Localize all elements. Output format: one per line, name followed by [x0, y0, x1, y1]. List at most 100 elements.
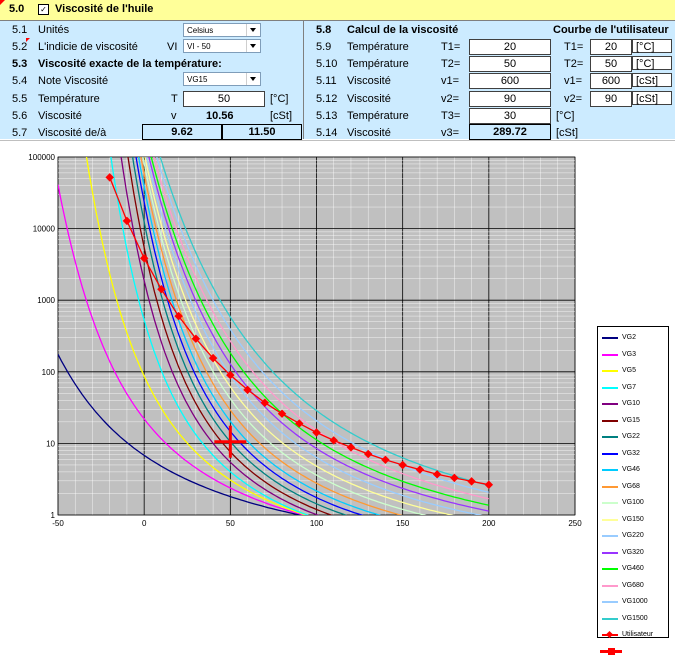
calc-t1-input[interactable]: 20 — [469, 39, 551, 55]
legend-swatch — [602, 485, 618, 488]
user-t1-input[interactable]: 20 — [590, 39, 632, 55]
legend-item-vg3: VG3 — [598, 348, 668, 361]
legend-swatch — [602, 436, 618, 438]
legend-swatch — [602, 518, 618, 521]
temperature-input[interactable]: 50 — [183, 91, 265, 107]
legend-item-utilisateur: Utilisateur — [598, 628, 668, 641]
legend-item-vg680: VG680 — [598, 579, 668, 592]
legend-swatch — [602, 403, 618, 405]
chevron-down-icon[interactable] — [246, 40, 260, 52]
calc-symbol: T1= — [441, 41, 461, 53]
series-line-vg2 — [58, 354, 304, 515]
x-tick-label: 250 — [568, 519, 582, 528]
grade-select-value: VG15 — [187, 75, 208, 84]
units-select[interactable]: Celsius — [183, 23, 261, 37]
calc-v2-input[interactable]: 90 — [469, 91, 551, 107]
row-num: 5.5 — [12, 93, 28, 105]
legend-item-vg460: VG460 — [598, 562, 668, 575]
row-num: 5.6 — [12, 110, 28, 122]
legend-label: VG2 — [622, 334, 637, 341]
data-point-utilisateur — [484, 480, 494, 489]
legend-swatch — [602, 617, 618, 620]
calc-t2-input[interactable]: 50 — [469, 56, 551, 72]
series-line-vg68 — [140, 157, 403, 515]
viscosity-unit: [cSt] — [270, 110, 293, 122]
legend-swatch — [602, 601, 618, 603]
calc-unit: [cSt] — [556, 127, 579, 139]
vi-select-value: VI - 50 — [187, 42, 211, 51]
viscosity-from-value: 9.62 — [142, 124, 222, 140]
calc-v3-result: 289.72 — [469, 124, 551, 140]
user-unit: [°C] — [632, 39, 672, 53]
user-symbol: T1= — [564, 41, 584, 53]
viscosity-label: Viscosité — [38, 110, 82, 122]
chevron-down-icon[interactable] — [246, 24, 260, 36]
user-v2-input[interactable]: 90 — [590, 91, 632, 107]
chevron-down-icon[interactable] — [246, 73, 260, 85]
section-checkbox[interactable]: ✓ — [38, 4, 49, 15]
temperature-unit: [°C] — [270, 93, 289, 105]
series-line-vg32 — [135, 157, 364, 515]
data-point-utilisateur — [243, 385, 252, 395]
data-point-utilisateur — [157, 285, 166, 294]
vi-select[interactable]: VI - 50 — [183, 39, 261, 53]
legend-item-vg100: VG100 — [598, 496, 668, 509]
comment-indicator — [26, 38, 30, 42]
calc-symbol: v2= — [441, 93, 460, 105]
series-line-vg15 — [127, 157, 333, 515]
legend-item-vg320: VG320 — [598, 546, 668, 559]
user-symbol: v1= — [564, 75, 583, 87]
user-v1-input[interactable]: 600 — [590, 73, 632, 89]
legend-item-vg1500: VG1500 — [598, 612, 668, 625]
legend-item-vg22: VG22 — [598, 430, 668, 443]
legend-label: VG68 — [622, 482, 640, 490]
legend-swatch — [602, 353, 618, 356]
data-point-utilisateur — [191, 334, 201, 343]
user-t2-input[interactable]: 50 — [590, 56, 632, 72]
legend-label: VG22 — [622, 433, 640, 440]
data-point-utilisateur — [415, 465, 425, 474]
user-unit: [cSt] — [632, 91, 672, 105]
section-number: 5.0 — [9, 3, 25, 15]
series-line-vg1000 — [156, 157, 489, 493]
series-line-vg150 — [144, 157, 455, 515]
temperature-label: Température — [38, 93, 100, 105]
data-point-utilisateur — [226, 370, 235, 380]
data-point-utilisateur — [381, 455, 390, 465]
row-num: 5.3 — [12, 58, 28, 70]
legend-item-vg220: VG220 — [598, 529, 668, 542]
section-title: Viscosité de l'huile — [55, 3, 154, 15]
legend-label: VG15 — [622, 416, 640, 424]
calc-label: Viscosité — [347, 93, 391, 105]
grade-select[interactable]: VG15 — [183, 72, 261, 86]
data-point-utilisateur — [432, 470, 442, 479]
calc-symbol: T3= — [441, 110, 461, 122]
legend-swatch — [602, 630, 618, 639]
row-num: 5.12 — [316, 93, 338, 105]
legend-swatch — [602, 568, 618, 570]
data-point-utilisateur — [122, 216, 132, 226]
data-point-utilisateur — [450, 473, 459, 483]
legend-swatch — [602, 386, 618, 389]
calc-t3-input[interactable]: 30 — [469, 108, 551, 124]
x-tick-label: 150 — [396, 519, 410, 528]
legend-label: VG100 — [622, 499, 644, 506]
row-num: 5.1 — [12, 24, 28, 36]
grade-label: Note Viscosité — [38, 75, 109, 87]
legend-item-vg5: VG5 — [598, 364, 668, 377]
legend-swatch — [602, 469, 618, 471]
legend-label: VG1000 — [622, 598, 648, 605]
legend-item-marker — [598, 645, 668, 658]
legend-label: VG32 — [622, 449, 640, 457]
x-tick-label: 100 — [310, 519, 324, 528]
series-line-vg46 — [137, 157, 382, 515]
legend-swatch — [602, 551, 618, 554]
calc-v1-input[interactable]: 600 — [469, 73, 551, 89]
series-line-vg7 — [110, 157, 310, 515]
legend-label: VG46 — [622, 466, 640, 473]
legend-label: VG220 — [622, 532, 644, 539]
legend-swatch — [602, 419, 618, 422]
data-point-utilisateur — [346, 443, 356, 452]
viscosity-value: 10.56 — [206, 110, 234, 122]
legend-swatch — [602, 370, 618, 372]
